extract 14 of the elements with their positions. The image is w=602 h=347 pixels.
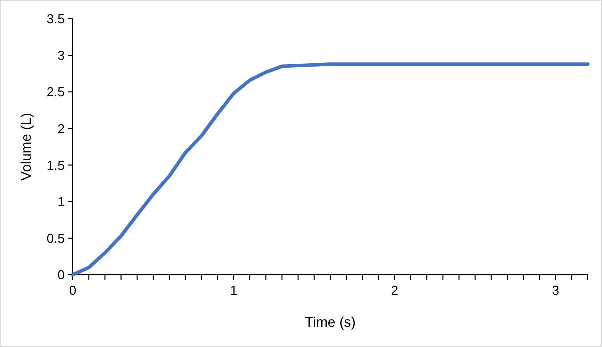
x-tick-label: 0	[69, 283, 77, 298]
y-axis-title: Volume (L)	[18, 113, 34, 181]
x-tick-label: 3	[552, 283, 560, 298]
y-tick-label: 0.5	[46, 230, 65, 246]
y-tick-label: 3	[58, 48, 65, 64]
y-tick-label: 2.5	[46, 84, 65, 100]
y-tick-label: 0	[58, 268, 65, 283]
x-axis-title: Time (s)	[305, 314, 356, 330]
y-tick-label: 1.5	[46, 158, 65, 173]
y-tick-label: 3.5	[46, 12, 65, 27]
x-tick-label: 1	[230, 283, 238, 298]
x-tick-label: 2	[391, 283, 398, 298]
y-tick-label: 1	[58, 194, 65, 210]
y-tick-label: 2	[58, 121, 65, 136]
